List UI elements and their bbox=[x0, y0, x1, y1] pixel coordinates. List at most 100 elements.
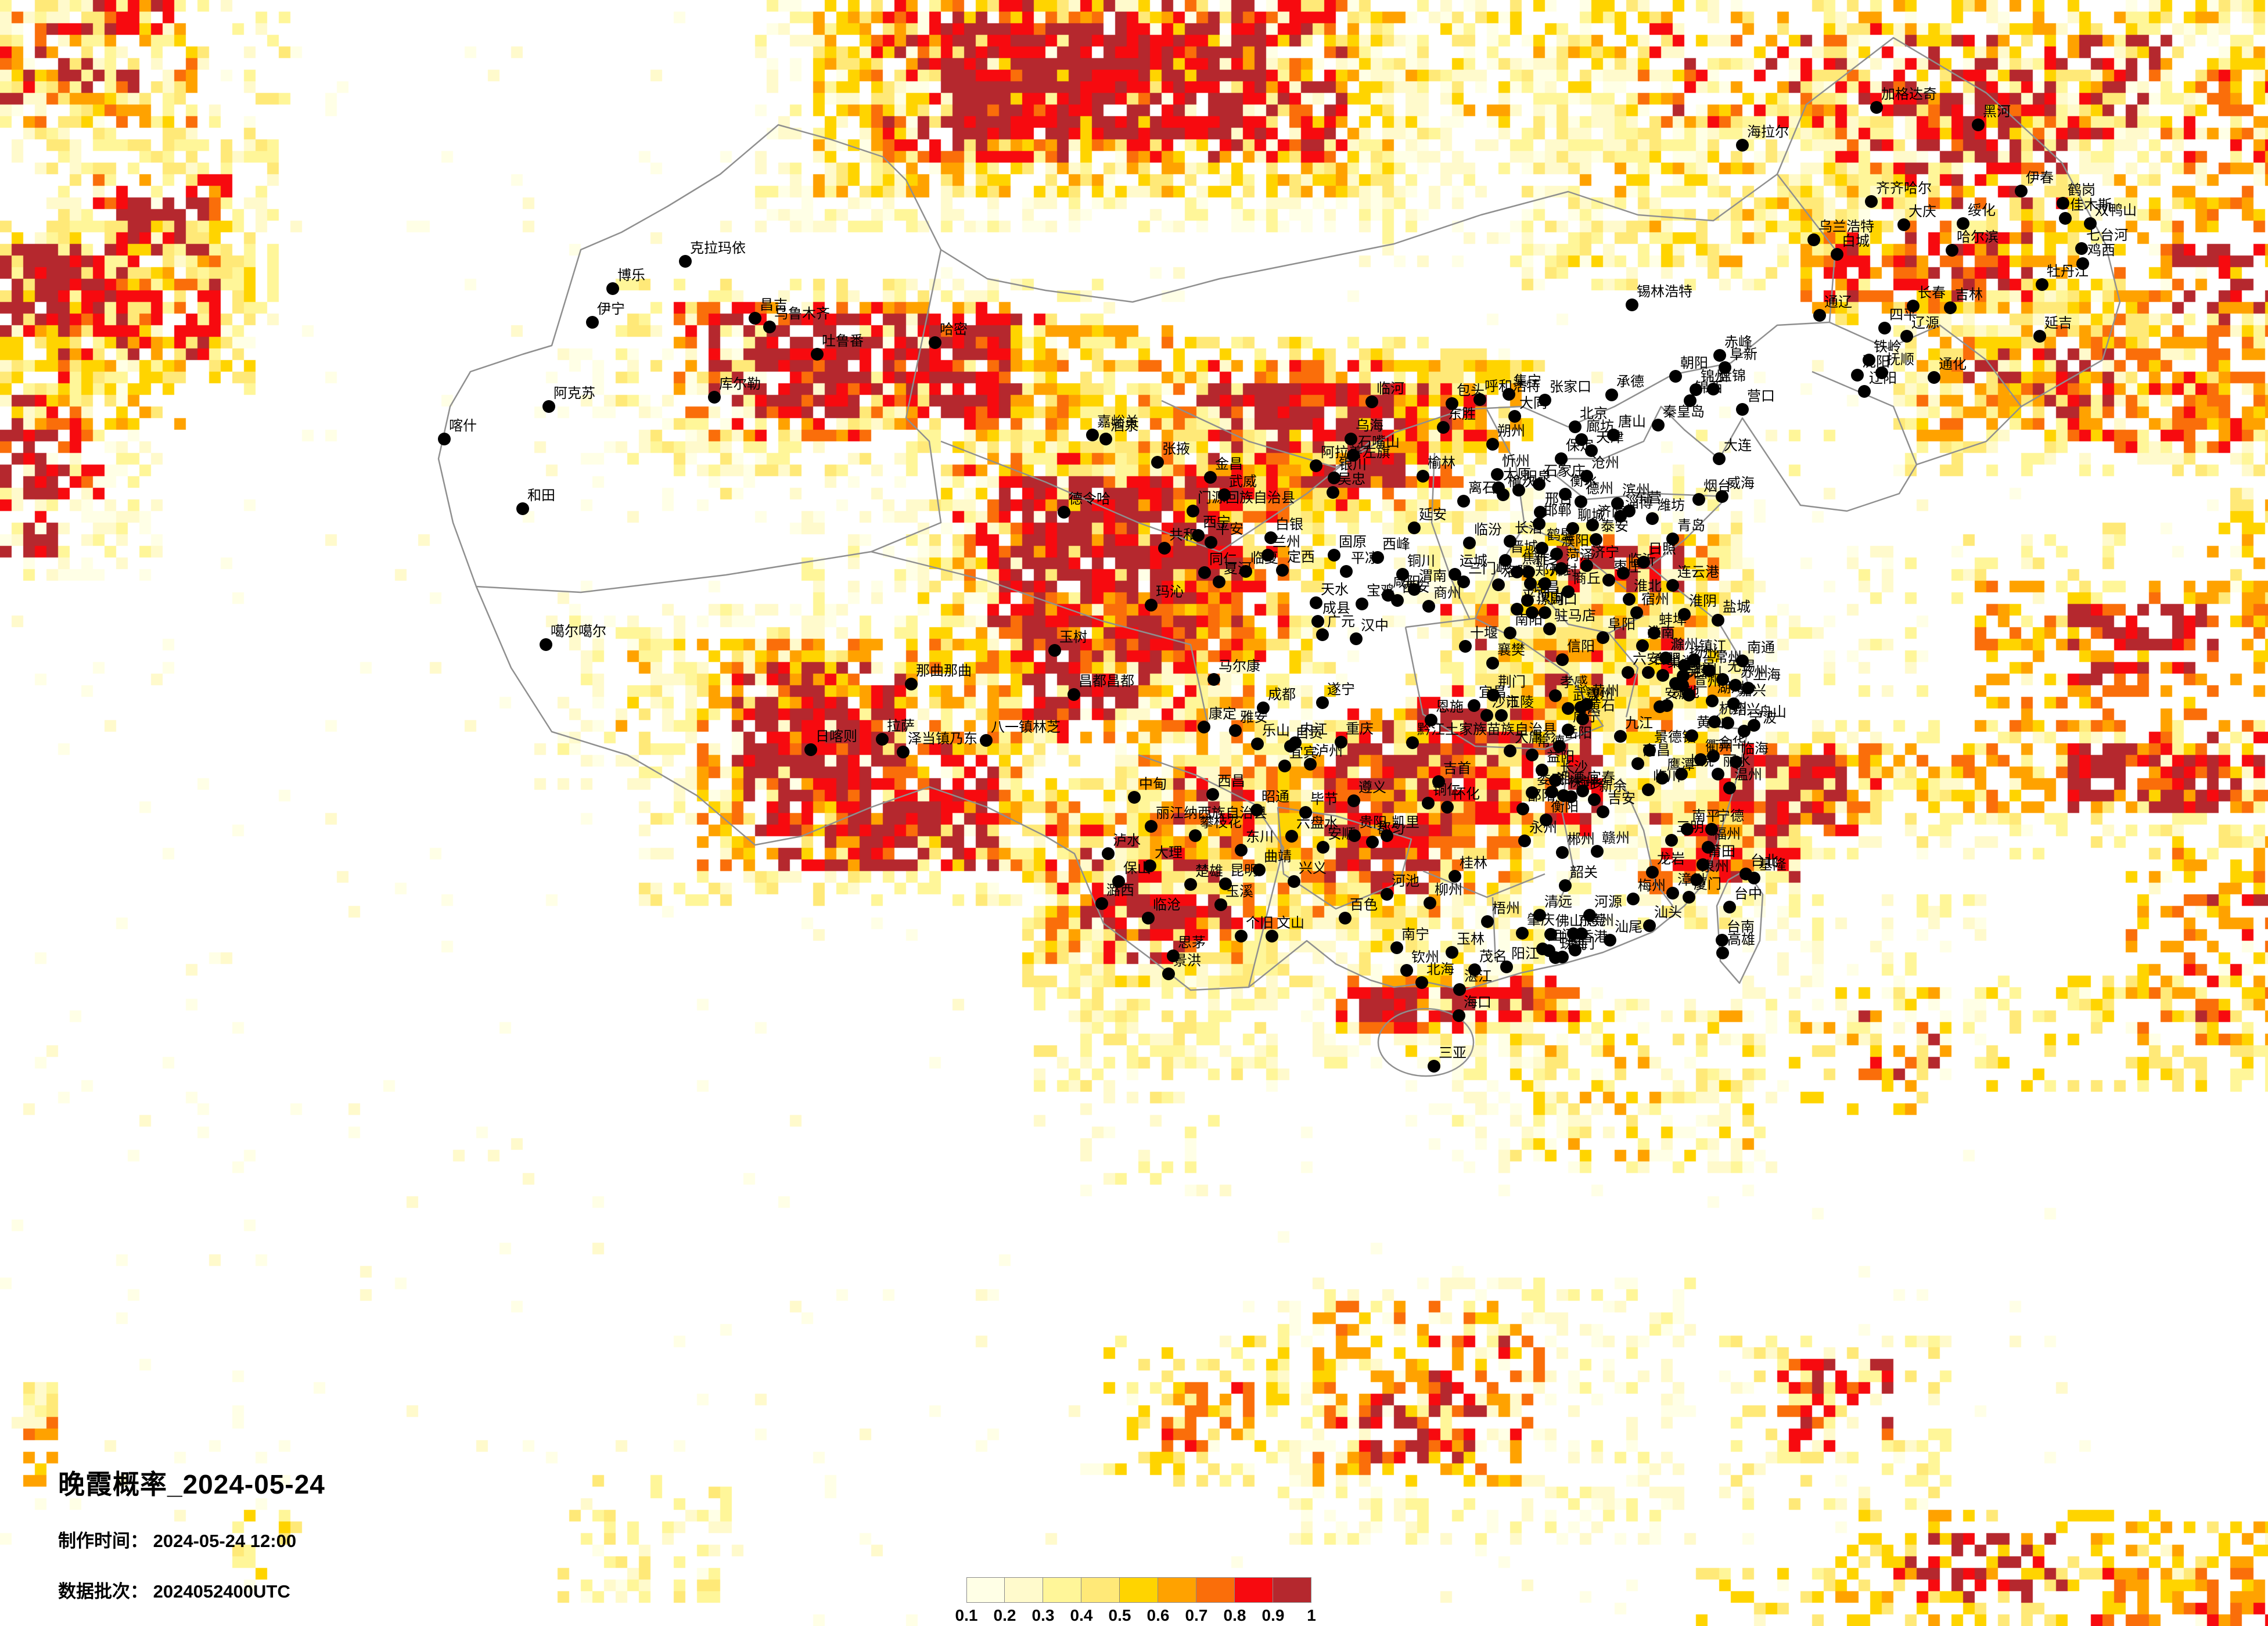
province-line-xinjiang-east bbox=[871, 249, 942, 553]
city-dot bbox=[1865, 195, 1878, 208]
city-dot bbox=[1550, 548, 1563, 560]
city-dot bbox=[1623, 593, 1636, 606]
city-dot bbox=[1566, 522, 1579, 535]
city-label: 榆林 bbox=[1428, 455, 1455, 471]
city-label: 集宁 bbox=[1514, 373, 1541, 389]
city-dot bbox=[1736, 403, 1749, 416]
city-label: 阿克苏 bbox=[553, 386, 595, 401]
city-dot bbox=[438, 433, 451, 445]
city-dot bbox=[1630, 606, 1643, 619]
city-label: 江门 bbox=[1547, 928, 1575, 944]
city-dot bbox=[1536, 764, 1548, 776]
city-label: 益阳 bbox=[1547, 749, 1575, 765]
city-dot bbox=[516, 502, 529, 515]
province-line-gansu-qinghai bbox=[940, 440, 1371, 553]
city-label: 绥化 bbox=[1968, 203, 1996, 218]
city-dot bbox=[1928, 371, 1940, 384]
city-label: 齐齐哈尔 bbox=[1876, 181, 1932, 196]
province-line-liaoning-jilin bbox=[1811, 370, 1918, 465]
city-dot bbox=[1736, 139, 1749, 152]
city-dot bbox=[1597, 631, 1609, 644]
city-dot bbox=[1316, 696, 1329, 709]
city-label: 临川 bbox=[1653, 769, 1681, 785]
legend-tick-label: 0.9 bbox=[1261, 1606, 1285, 1624]
city-label: 三亚 bbox=[1439, 1045, 1467, 1061]
city-label: 西峰 bbox=[1382, 537, 1410, 552]
city-dot bbox=[1214, 898, 1227, 911]
city-label: 南昌 bbox=[1642, 743, 1670, 758]
city-label: 烟台 bbox=[1703, 479, 1731, 494]
city-label: 中甸 bbox=[1139, 776, 1167, 792]
city-label: 大庸 bbox=[1515, 730, 1543, 746]
data-batch-value: 2024052400UTC bbox=[153, 1581, 290, 1602]
city-label: 厦门 bbox=[1694, 876, 1721, 892]
city-dot bbox=[1048, 644, 1061, 657]
city-dot bbox=[606, 282, 619, 295]
city-dot bbox=[1144, 859, 1156, 872]
city-dot bbox=[1702, 841, 1715, 854]
city-dot bbox=[1614, 510, 1627, 523]
city-dot bbox=[1417, 470, 1429, 483]
city-dot bbox=[1317, 841, 1329, 854]
city-dot bbox=[2076, 257, 2089, 270]
city-label: 攀枝花 bbox=[1200, 815, 1242, 830]
city-dot bbox=[1685, 729, 1698, 742]
city-label: 衡阳 bbox=[1551, 799, 1579, 815]
city-label: 南通 bbox=[1747, 640, 1775, 656]
city-label: 凯里 bbox=[1392, 815, 1419, 830]
city-label: 夏河 bbox=[1224, 561, 1252, 577]
city-dot bbox=[1637, 556, 1650, 569]
city-dot bbox=[1299, 806, 1312, 819]
city-label: 佳木斯 bbox=[2070, 197, 2112, 213]
city-dot bbox=[1189, 829, 1202, 842]
city-dot bbox=[1870, 101, 1883, 114]
city-dot bbox=[1446, 397, 1458, 410]
city-dot bbox=[1481, 915, 1494, 928]
city-label: 河源 bbox=[1594, 894, 1622, 910]
city-dot bbox=[1544, 928, 1557, 941]
city-label: 新余 bbox=[1599, 779, 1627, 794]
province-line-fujian-jiangxi bbox=[1619, 778, 1673, 906]
city-label: 玉树 bbox=[1059, 629, 1087, 645]
city-label: 宜春 bbox=[1587, 770, 1615, 786]
city-label: 同仁 bbox=[1209, 552, 1237, 567]
city-label: 忻州 bbox=[1502, 454, 1530, 469]
city-label: 淮南 bbox=[1647, 625, 1675, 641]
city-dot bbox=[1151, 456, 1164, 469]
city-dot bbox=[1486, 438, 1499, 451]
city-dot bbox=[1086, 429, 1099, 441]
city-label: 白城 bbox=[1842, 233, 1870, 249]
city-label: 加格达奇 bbox=[1881, 87, 1937, 102]
city-dot bbox=[1654, 700, 1666, 713]
city-label: 宿州 bbox=[1641, 592, 1669, 607]
city-dot bbox=[1198, 721, 1210, 733]
city-dot bbox=[1500, 961, 1513, 973]
city-label: 太原 bbox=[1503, 467, 1531, 483]
city-label: 平顶山 bbox=[1522, 588, 1563, 604]
city-label: 江陵 bbox=[1506, 695, 1534, 710]
legend-tick-label: 0.1 bbox=[955, 1606, 978, 1624]
legend-tick-label: 0.4 bbox=[1070, 1606, 1093, 1624]
city-dot bbox=[1716, 934, 1728, 947]
city-label: 湖州 bbox=[1717, 680, 1745, 696]
city-dot bbox=[1580, 698, 1593, 711]
city-dot bbox=[1648, 627, 1660, 639]
city-dot bbox=[1708, 715, 1721, 728]
legend-tick-label: 0.5 bbox=[1108, 1606, 1131, 1624]
city-label: 萍乡 bbox=[1576, 776, 1604, 792]
city-label: 衡水 bbox=[1570, 473, 1598, 489]
city-dot bbox=[1586, 519, 1599, 531]
city-label: 黔江土家族苗族自治县 bbox=[1417, 722, 1557, 738]
city-label: 长春 bbox=[1918, 285, 1946, 301]
city-dot bbox=[1516, 803, 1529, 815]
city-label: 菏泽 bbox=[1566, 548, 1594, 563]
city-label: 盐城 bbox=[1723, 599, 1751, 615]
city-dot bbox=[540, 638, 552, 651]
city-dot bbox=[1540, 814, 1552, 826]
city-dot bbox=[1099, 433, 1112, 445]
city-label: 乐山 bbox=[1262, 723, 1290, 739]
city-dot bbox=[1390, 941, 1403, 954]
city-label: 泉州 bbox=[1701, 859, 1729, 875]
city-label: 平安 bbox=[1216, 521, 1243, 537]
